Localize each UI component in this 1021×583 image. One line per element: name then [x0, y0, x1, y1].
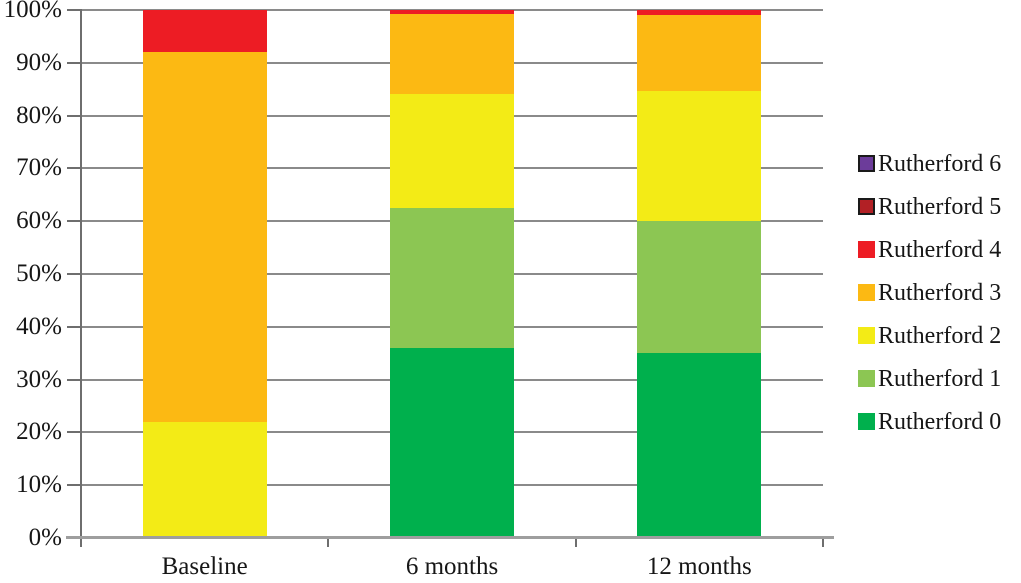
y-axis-tick [67, 378, 82, 381]
legend-item: Rutherford 3 [858, 271, 1001, 314]
bar-segment-rutherford-3 [390, 13, 514, 95]
y-axis-line [80, 10, 82, 546]
bar-segment-rutherford-4 [637, 10, 762, 16]
bar-segment-rutherford-2 [637, 90, 762, 222]
y-axis-tick-label: 0% [28, 524, 62, 551]
x-axis-tick [822, 539, 824, 547]
y-axis-tick-label: 60% [16, 207, 62, 235]
legend-color-swatch [858, 241, 875, 258]
legend-label: Rutherford 3 [878, 279, 1002, 306]
y-axis-tick-label: 10% [16, 471, 62, 499]
bar-segment-rutherford-4 [390, 10, 514, 14]
bar-6-months [390, 10, 514, 538]
y-axis-tick [67, 61, 82, 64]
legend-color-swatch [858, 284, 875, 301]
y-axis-tick-label: 50% [16, 260, 62, 287]
x-axis-tick [327, 539, 330, 547]
bar-segment-rutherford-1 [390, 208, 514, 348]
bar-segment-rutherford-0 [637, 353, 762, 538]
x-axis-category-label: Baseline [161, 553, 248, 580]
legend: Rutherford 6 Rutherford 5 Rutherford 4 Ruth… [858, 142, 1001, 443]
y-axis-tick [67, 167, 82, 170]
legend-label: Rutherford 2 [878, 322, 1002, 349]
y-axis-tick [67, 325, 82, 328]
legend-item: Rutherford 1 [858, 357, 1001, 400]
legend-item: Rutherford 2 [858, 314, 1001, 357]
bar-segment-rutherford-0 [390, 347, 514, 538]
y-axis-tick [67, 220, 82, 223]
legend-label: Rutherford 6 [878, 150, 1002, 177]
y-axis-tick-label: 20% [16, 418, 62, 446]
legend-item: Rutherford 5 [858, 185, 1001, 228]
bar-baseline [142, 10, 267, 538]
y-axis-tick-label: 90% [16, 48, 62, 76]
y-axis-tick-label: 80% [16, 101, 62, 129]
legend-label: Rutherford 1 [878, 365, 1002, 392]
y-axis-tick [67, 273, 82, 275]
bar-segment-rutherford-2 [142, 421, 267, 538]
legend-label: Rutherford 4 [878, 236, 1002, 263]
legend-color-swatch [858, 155, 875, 172]
bar-segment-rutherford-3 [142, 52, 267, 422]
x-axis-tick [574, 539, 577, 547]
bar-segment-rutherford-1 [637, 221, 762, 354]
legend-label: Rutherford 5 [878, 193, 1002, 220]
legend-color-swatch [858, 198, 875, 215]
legend-item: Rutherford 4 [858, 228, 1001, 271]
legend-color-swatch [858, 413, 875, 430]
x-axis-category-label: 12 months [646, 553, 752, 580]
bar-segment-rutherford-4 [142, 10, 267, 53]
legend-color-swatch [858, 370, 875, 387]
y-axis-tick [67, 9, 82, 11]
bar-segment-rutherford-2 [390, 94, 514, 208]
legend-item: Rutherford 0 [858, 400, 1001, 443]
y-axis-tick-label: 30% [16, 365, 62, 393]
y-axis-tick [67, 431, 82, 434]
bar-12-months [637, 10, 762, 538]
y-axis-tick-label: 70% [16, 154, 62, 182]
gridline [81, 9, 823, 11]
x-axis-line [66, 536, 834, 539]
y-axis-tick [67, 114, 82, 117]
y-axis-tick-label: 40% [16, 312, 62, 340]
y-axis-tick-label: 100% [3, 0, 62, 23]
plot-area [81, 9, 823, 538]
legend-color-swatch [858, 327, 875, 344]
bar-segment-rutherford-3 [637, 15, 762, 91]
legend-label: Rutherford 0 [878, 408, 1002, 435]
y-axis-tick [67, 484, 82, 487]
x-axis-category-label: 6 months [405, 553, 499, 580]
x-axis-tick [80, 539, 82, 547]
legend-item: Rutherford 6 [858, 142, 1001, 185]
